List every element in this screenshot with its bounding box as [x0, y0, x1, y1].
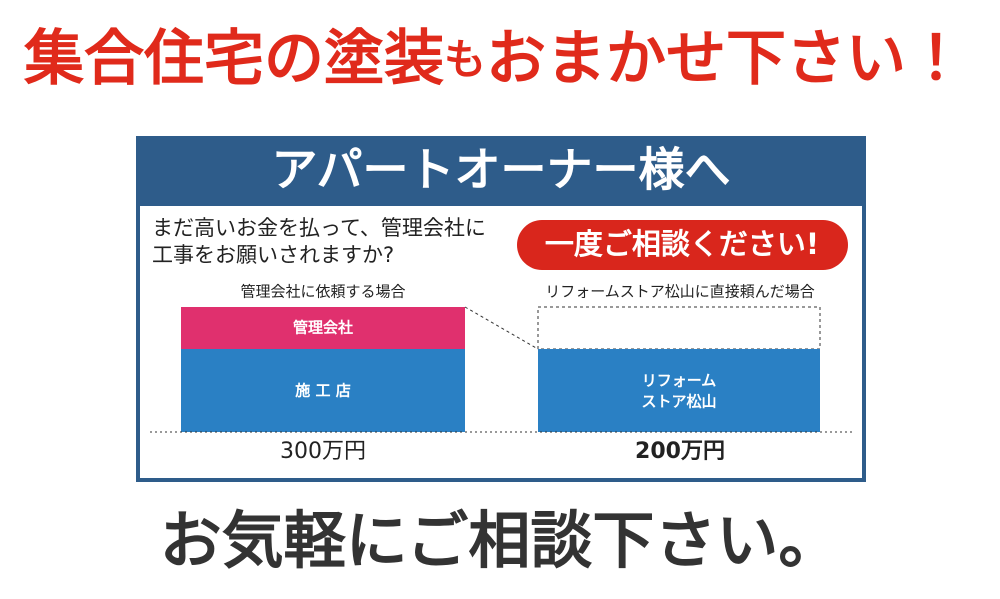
- title-part: も: [444, 35, 486, 84]
- question-line: まだ高いお金を払って、管理会社に: [152, 216, 486, 240]
- segment-label: リフォーム: [642, 372, 717, 390]
- badge-text: 一度ご相談ください!: [545, 227, 819, 261]
- title-part: 集合住宅の塗装: [23, 24, 444, 94]
- segment-label: 施 工 店: [295, 382, 350, 400]
- connector: [464, 306, 539, 350]
- caption: 管理会社に依頼する場合: [240, 283, 405, 301]
- total: 200万円: [635, 439, 725, 464]
- title: 集合住宅の塗装もおまかせ下さい！: [23, 24, 966, 94]
- badge: [517, 220, 848, 270]
- title-part: おまかせ下さい！: [486, 24, 966, 94]
- segment-label: ストア松山: [641, 393, 716, 411]
- footer-text: お気軽にご相談下さい。: [160, 504, 841, 577]
- panel-header: [138, 138, 864, 206]
- total: 300万円: [280, 439, 366, 464]
- segment: [181, 307, 465, 349]
- question-line: 工事をお願いされますか?: [152, 243, 394, 267]
- caption: リフォームストア松山に直接頼んだ場合: [545, 283, 815, 301]
- segment: [181, 349, 465, 432]
- segment-label: 管理会社: [293, 319, 353, 337]
- panel-heading: アパートオーナー様へ: [271, 143, 730, 197]
- segment: [538, 349, 820, 432]
